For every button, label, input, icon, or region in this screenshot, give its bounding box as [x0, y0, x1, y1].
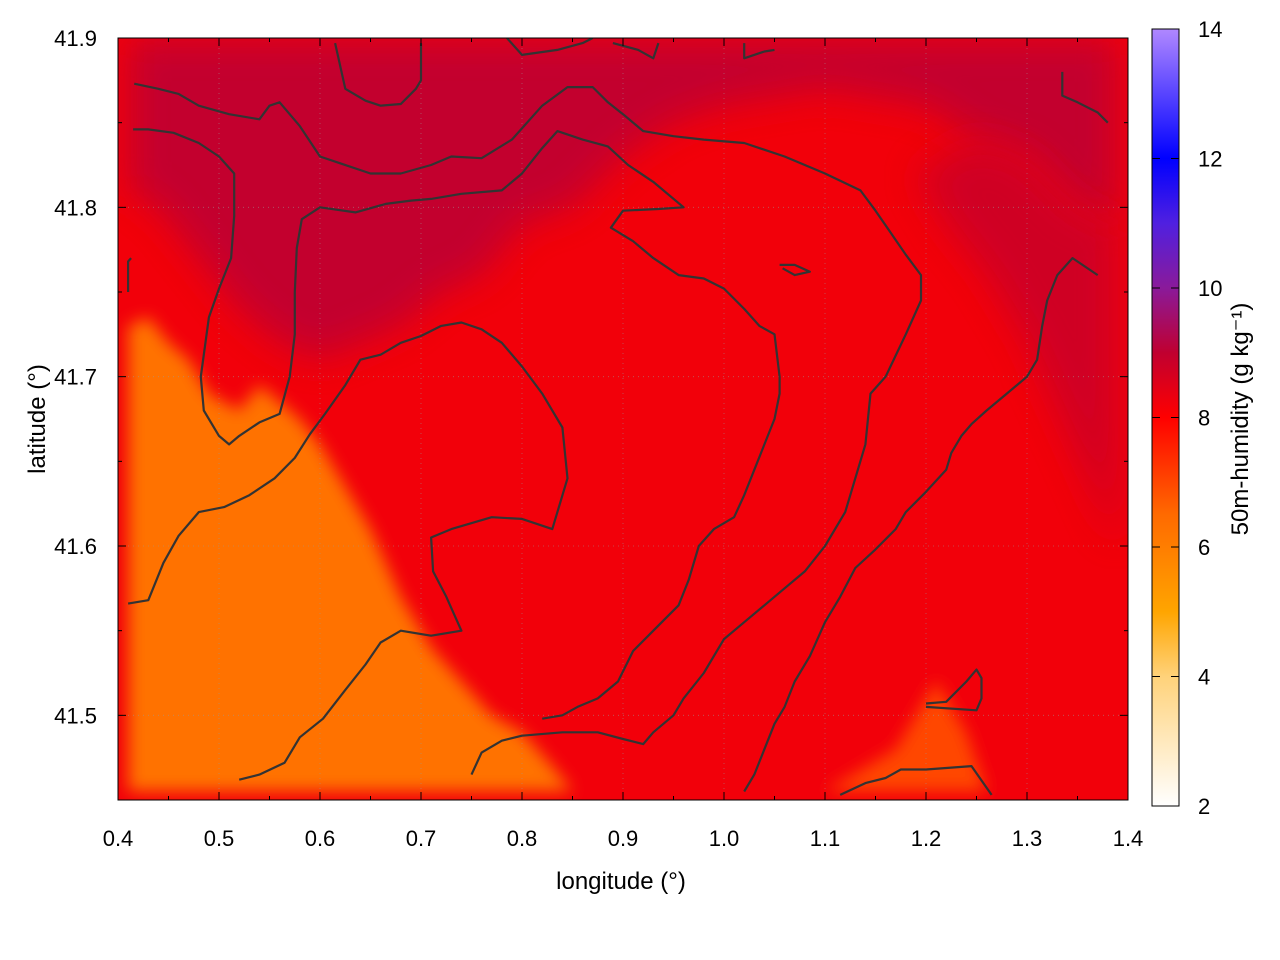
y-tick-label: 41.9: [54, 26, 97, 51]
x-tick-label: 1.3: [1012, 826, 1043, 851]
colorbar-tick-label: 8: [1198, 406, 1210, 431]
contour-line: [506, 38, 594, 57]
y-tick-labels: 41.5 41.6 41.7 41.8 41.9: [54, 26, 97, 728]
region-moist-east: [915, 139, 1118, 546]
region-moist-north: [128, 38, 1118, 360]
x-tick-label: 1.2: [911, 826, 942, 851]
contour-line: [1061, 71, 1109, 124]
y-tick-label: 41.5: [54, 703, 97, 728]
contour-line: [779, 263, 812, 277]
plot-area: 0.4 0.5 0.6 0.7 0.8 0.9 1.0 1.1 1.2 1.3 1.4 41.541…: [24, 26, 1143, 895]
contour-line: [925, 668, 983, 712]
contour-line: [743, 257, 1099, 793]
colorbar-tick-label: 12: [1198, 147, 1222, 172]
contour-line: [127, 257, 132, 292]
x-tick-label: 0.8: [507, 826, 538, 851]
colorbar: 2 4 6 8 10 12 14 50m-humidity (g kg⁻¹): [1151, 17, 1254, 819]
x-axis-label: longitude (°): [556, 868, 686, 895]
contour-line: [612, 42, 660, 60]
y-tick-label: 41.8: [54, 195, 97, 220]
colorbar-label: 50m-humidity (g kg⁻¹): [1227, 303, 1254, 536]
y-tick-label: 41.7: [54, 365, 97, 390]
grid-lines: [118, 38, 1128, 800]
colorbar-tick-label: 2: [1198, 794, 1210, 819]
y-axis-label: latitude (°): [24, 364, 51, 474]
contour-line: [334, 42, 423, 107]
contour-lines: [127, 38, 1109, 796]
contour-line: [839, 764, 993, 796]
contour-line: [127, 321, 569, 781]
x-tick-label: 1.0: [709, 826, 740, 851]
x-tick-label: 0.5: [204, 826, 235, 851]
contour-line: [743, 43, 775, 60]
contour-line: [133, 82, 923, 776]
contour-line: [133, 128, 781, 720]
colorbar-tick-label: 14: [1198, 17, 1222, 42]
x-tick-label: 0.6: [305, 826, 336, 851]
y-tick-label: 41.6: [54, 534, 97, 559]
colorbar-ticks: 2 4 6 8 10 12 14: [1152, 17, 1222, 819]
axis-ticks: [117, 37, 1129, 800]
x-tick-label: 1.4: [1113, 826, 1144, 851]
x-tick-label: 0.7: [406, 826, 437, 851]
x-tick-label: 0.4: [103, 826, 134, 851]
x-tick-labels: 0.4 0.5 0.6 0.7 0.8 0.9 1.0 1.1 1.2 1.3 1.4: [103, 826, 1144, 851]
colorbar-tick-label: 4: [1198, 665, 1210, 690]
x-tick-label: 0.9: [608, 826, 639, 851]
colorbar-tick-label: 10: [1198, 276, 1222, 301]
colorbar-tick-label: 6: [1198, 535, 1210, 560]
x-tick-label: 1.1: [810, 826, 841, 851]
